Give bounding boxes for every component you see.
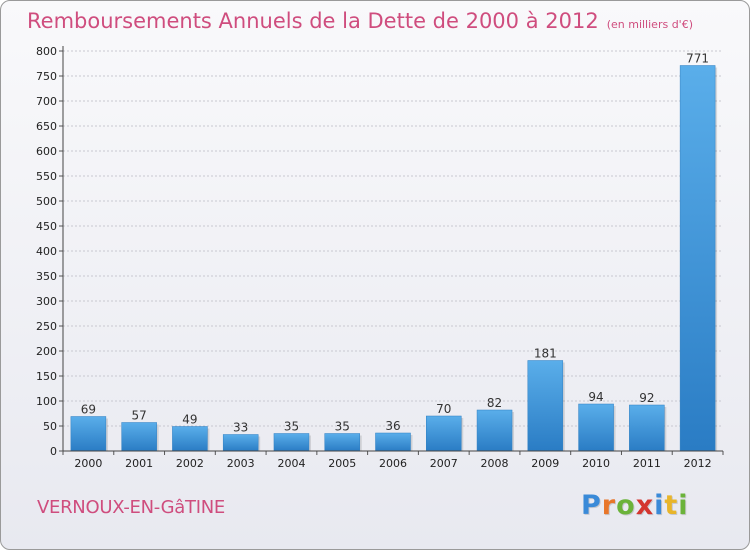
x-axis-ticks: 2000 2001 2002 2003 2004 2005 2006 2007 2008 2009… bbox=[62, 451, 724, 470]
value-label: 35 bbox=[284, 420, 299, 434]
y-tick-label: 500 bbox=[36, 195, 57, 208]
logo-letter: r bbox=[601, 490, 617, 521]
chart-subtitle: (en milliers d'€) bbox=[606, 18, 693, 31]
grid-lines bbox=[63, 50, 723, 452]
logo-letter: i bbox=[654, 490, 665, 521]
bar-2000 bbox=[70, 416, 107, 452]
bar-2010 bbox=[578, 403, 614, 452]
x-tick-label: 2001 bbox=[125, 457, 153, 470]
logo-letter: i bbox=[678, 490, 689, 521]
x-tick-label: 2005 bbox=[328, 457, 356, 470]
bar-2006 bbox=[375, 432, 411, 452]
x-tick-label: 2003 bbox=[227, 457, 255, 470]
y-tick-label: 250 bbox=[36, 320, 57, 333]
value-label: 35 bbox=[335, 420, 350, 434]
y-tick-label: 200 bbox=[36, 345, 57, 358]
value-label: 82 bbox=[487, 396, 502, 410]
value-label: 49 bbox=[182, 413, 197, 427]
y-tick-label: 700 bbox=[36, 95, 57, 108]
y-tick-label: 450 bbox=[36, 220, 57, 233]
x-tick-label: 2008 bbox=[481, 457, 509, 470]
y-axis-ticks: 0 50 100 150 200 250 300 350 400 450 500 550 600 650 7… bbox=[36, 45, 63, 458]
y-tick-label: 300 bbox=[36, 295, 57, 308]
x-tick-label: 2007 bbox=[430, 457, 458, 470]
value-label: 69 bbox=[81, 403, 96, 417]
y-tick-label: 100 bbox=[36, 395, 57, 408]
y-tick-label: 550 bbox=[36, 170, 57, 183]
y-tick-label: 50 bbox=[43, 420, 57, 433]
y-tick-label: 650 bbox=[36, 120, 57, 133]
value-label: 771 bbox=[686, 52, 709, 66]
value-labels: 69 57 49 33 35 35 36 70 82 181 94 92 771 bbox=[81, 52, 709, 435]
y-tick-label: 800 bbox=[36, 45, 57, 58]
y-tick-label: 750 bbox=[36, 70, 57, 83]
value-label: 181 bbox=[534, 347, 557, 361]
y-tick-label: 400 bbox=[36, 245, 57, 258]
x-tick-label: 2004 bbox=[277, 457, 305, 470]
bar-2001 bbox=[121, 422, 157, 452]
y-tick-label: 0 bbox=[50, 445, 57, 458]
bars bbox=[70, 65, 718, 452]
value-label: 36 bbox=[385, 419, 400, 433]
bar-2008 bbox=[476, 409, 513, 452]
value-label: 94 bbox=[588, 390, 603, 404]
x-tick-label: 2002 bbox=[176, 457, 204, 470]
logo-letter: o bbox=[616, 490, 636, 521]
x-tick-label: 2000 bbox=[74, 457, 102, 470]
x-tick-label: 2009 bbox=[531, 457, 559, 470]
bar-2009 bbox=[527, 360, 564, 452]
bar-2005 bbox=[324, 433, 360, 452]
x-tick-label: 2011 bbox=[633, 457, 661, 470]
bar-2004 bbox=[273, 433, 310, 452]
bar-2012 bbox=[679, 65, 716, 452]
chart-title-text: Remboursements Annuels de la Dette de 20… bbox=[27, 9, 599, 33]
bar-2007 bbox=[426, 415, 462, 452]
logo-letter: P bbox=[581, 490, 602, 521]
x-tick-label: 2006 bbox=[379, 457, 407, 470]
logo-letter: t bbox=[664, 490, 679, 521]
value-label: 57 bbox=[132, 409, 147, 423]
logo-letter: x bbox=[635, 490, 655, 521]
value-label: 70 bbox=[436, 402, 451, 416]
value-label: 33 bbox=[233, 421, 248, 435]
y-tick-label: 350 bbox=[36, 270, 57, 283]
bar-2003 bbox=[222, 434, 259, 452]
y-tick-label: 600 bbox=[36, 145, 57, 158]
y-tick-label: 150 bbox=[36, 370, 57, 383]
bar-2002 bbox=[172, 426, 208, 452]
x-tick-label: 2012 bbox=[684, 457, 712, 470]
commune-name: VERNOUX-EN-GâTINE bbox=[37, 497, 225, 518]
proxiti-logo: Proxiti bbox=[581, 490, 689, 521]
x-tick-label: 2010 bbox=[582, 457, 610, 470]
bar-2011 bbox=[629, 404, 665, 452]
axes bbox=[62, 46, 723, 452]
value-label: 92 bbox=[639, 391, 654, 405]
chart-title: Remboursements Annuels de la Dette de 20… bbox=[27, 9, 693, 33]
